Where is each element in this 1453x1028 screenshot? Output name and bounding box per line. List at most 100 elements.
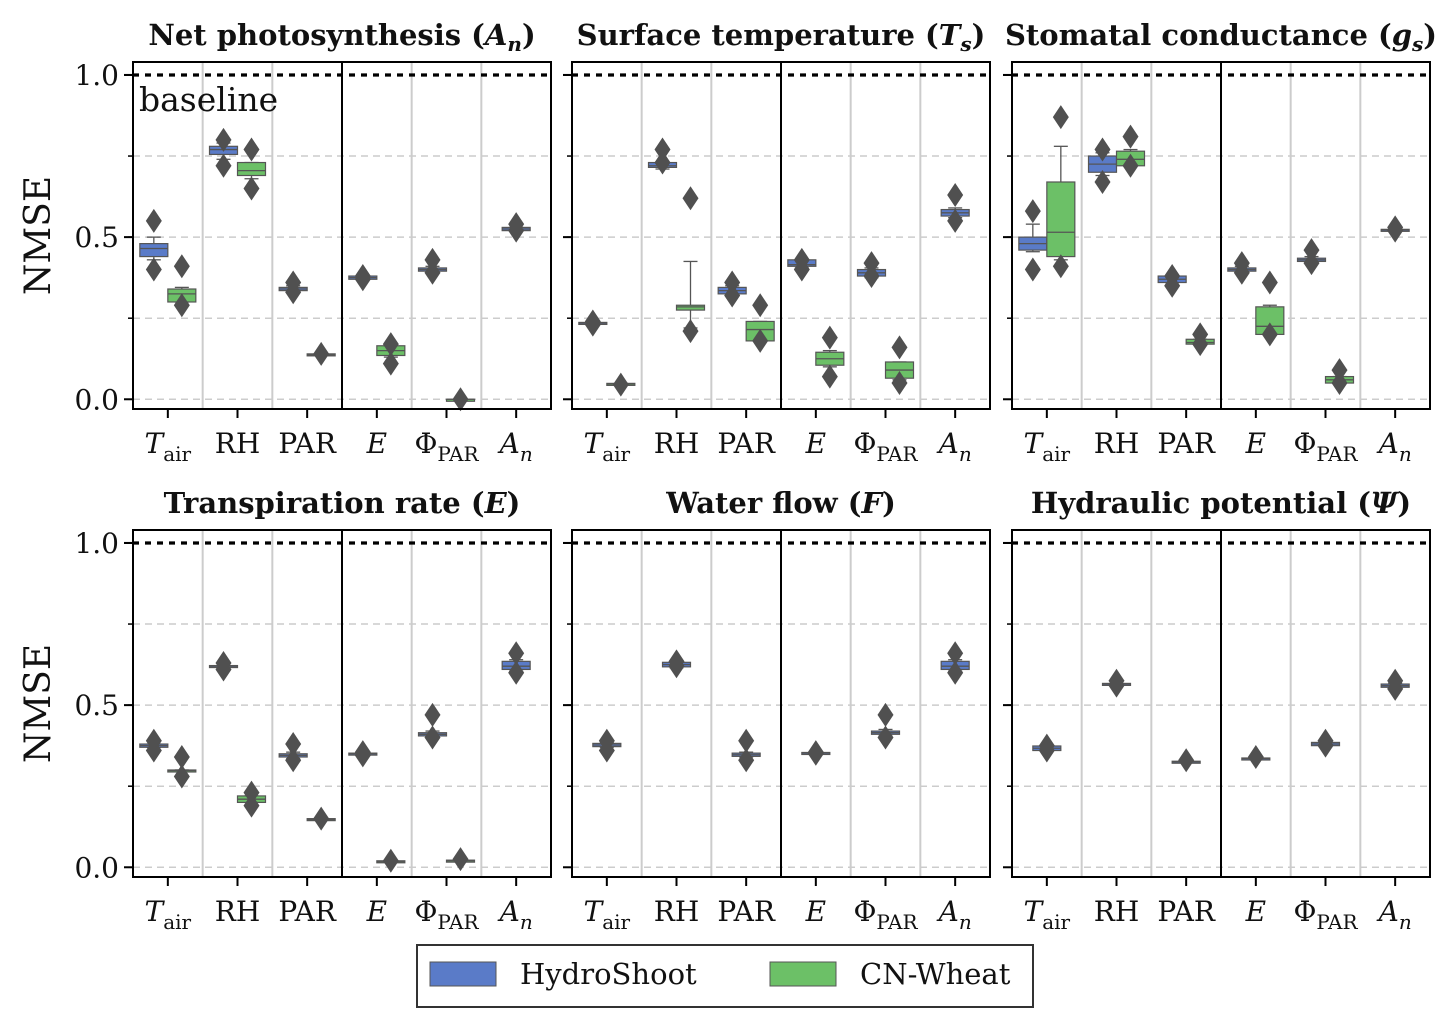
box-cn-wheat (306, 806, 336, 831)
outlier-marker (1024, 257, 1041, 282)
box-hydroshoot (501, 641, 531, 685)
outlier-marker (1261, 270, 1278, 295)
outlier-marker (821, 325, 838, 350)
x-tick-label: PAR (717, 895, 775, 928)
x-tick-label: ΦPAR (414, 427, 479, 466)
x-tick-label: PAR (278, 895, 336, 928)
outlier-marker (877, 725, 894, 750)
box-hydroshoot (417, 702, 448, 750)
x-tick-label: PAR (1157, 895, 1215, 928)
x-tick-label: Tair (584, 427, 631, 466)
outlier-marker (654, 150, 671, 175)
outlier-marker (877, 702, 894, 727)
box-hydroshoot (278, 732, 308, 773)
outlier-marker (891, 335, 908, 360)
legend-swatch (429, 961, 497, 987)
x-tick-label: E (805, 427, 826, 460)
outlier-marker (682, 319, 699, 344)
panel: Water flow (F) Tair RH PAR E ΦPAR An (563, 486, 991, 934)
outlier-marker (243, 176, 260, 201)
box-hydroshoot (1380, 215, 1410, 243)
box (236, 161, 267, 177)
box-hydroshoot (1227, 251, 1257, 285)
outlier-marker (313, 341, 330, 366)
box-cn-wheat (606, 372, 636, 397)
outlier-marker (947, 182, 964, 207)
box-cn-wheat (306, 341, 336, 366)
outlier-marker (1261, 322, 1278, 347)
box-hydroshoot (1296, 238, 1327, 276)
axes-frame (571, 61, 991, 410)
box-cn-wheat (745, 293, 775, 353)
box-cn-wheat (1324, 358, 1355, 396)
box-hydroshoot (940, 641, 970, 685)
panel-title: Hydraulic potential (Ψ) (1031, 486, 1411, 520)
legend-label: HydroShoot (520, 957, 697, 991)
box-hydroshoot (592, 728, 622, 763)
axes-frame (1011, 529, 1431, 878)
box-hydroshoot (139, 208, 169, 282)
outlier-marker (752, 293, 769, 318)
outlier-marker (1233, 260, 1250, 285)
outlier-marker (508, 660, 525, 685)
x-tick-label: An (497, 427, 533, 466)
box (139, 243, 169, 258)
box-hydroshoot (731, 728, 761, 773)
x-tick-label: ΦPAR (414, 895, 479, 934)
x-tick-label: Tair (584, 895, 631, 934)
outlier-marker (382, 848, 399, 873)
box-cn-wheat (675, 186, 706, 344)
x-tick-label: ΦPAR (853, 427, 918, 466)
box-cn-wheat (236, 780, 267, 818)
outlier-marker (354, 267, 371, 292)
x-tick-label: E (366, 427, 387, 460)
outlier-marker (863, 251, 880, 276)
outlier-marker (508, 641, 525, 666)
box-hydroshoot (647, 137, 678, 175)
outlier-marker (612, 372, 629, 397)
box-cn-wheat (376, 332, 406, 376)
box-hydroshoot (578, 309, 608, 337)
outlier-marker (947, 641, 964, 666)
outlier-marker (1331, 371, 1348, 396)
outlier-marker (145, 257, 162, 282)
outlier-marker (173, 764, 190, 789)
axes-frame (132, 61, 552, 410)
outlier-marker (1303, 238, 1320, 263)
outlier-marker (1094, 169, 1111, 194)
x-tick-label: RH (215, 427, 261, 460)
x-tick-label: An (1376, 895, 1412, 934)
panel: Net photosynthesis (An) baseline 0.0 0.5 1.0… (18, 18, 552, 466)
box-hydroshoot (348, 264, 378, 292)
x-tick-label: RH (1094, 895, 1140, 928)
outlier-marker (1052, 254, 1069, 279)
box-hydroshoot (801, 740, 831, 766)
box-hydroshoot (417, 247, 448, 285)
outlier-marker (285, 280, 302, 305)
outlier-marker (1303, 251, 1320, 276)
x-tick-label: RH (215, 895, 261, 928)
legend-label: CN-Wheat (860, 957, 1011, 991)
box-hydroshoot (661, 649, 692, 679)
x-tick-label: RH (654, 427, 700, 460)
outlier-marker (724, 283, 741, 308)
box-hydroshoot (940, 182, 970, 233)
outlier-marker (654, 137, 671, 162)
box-hydroshoot (1241, 745, 1271, 770)
outlier-marker (382, 332, 399, 357)
outlier-marker (173, 254, 190, 279)
outlier-marker (1387, 218, 1404, 243)
outlier-marker (1122, 124, 1139, 149)
box-hydroshoot (348, 740, 378, 768)
outlier-marker (424, 702, 441, 727)
outlier-marker (793, 257, 810, 282)
outlier-marker (1052, 105, 1069, 130)
outlier-marker (1247, 745, 1264, 770)
box-hydroshoot (278, 270, 308, 305)
box-hydroshoot (1157, 264, 1187, 298)
y-tick-label: 0.0 (74, 851, 119, 884)
baseline-label: baseline (139, 80, 278, 119)
outlier-marker (243, 793, 260, 818)
y-axis-label: NMSE (18, 644, 59, 763)
outlier-marker (752, 328, 769, 353)
